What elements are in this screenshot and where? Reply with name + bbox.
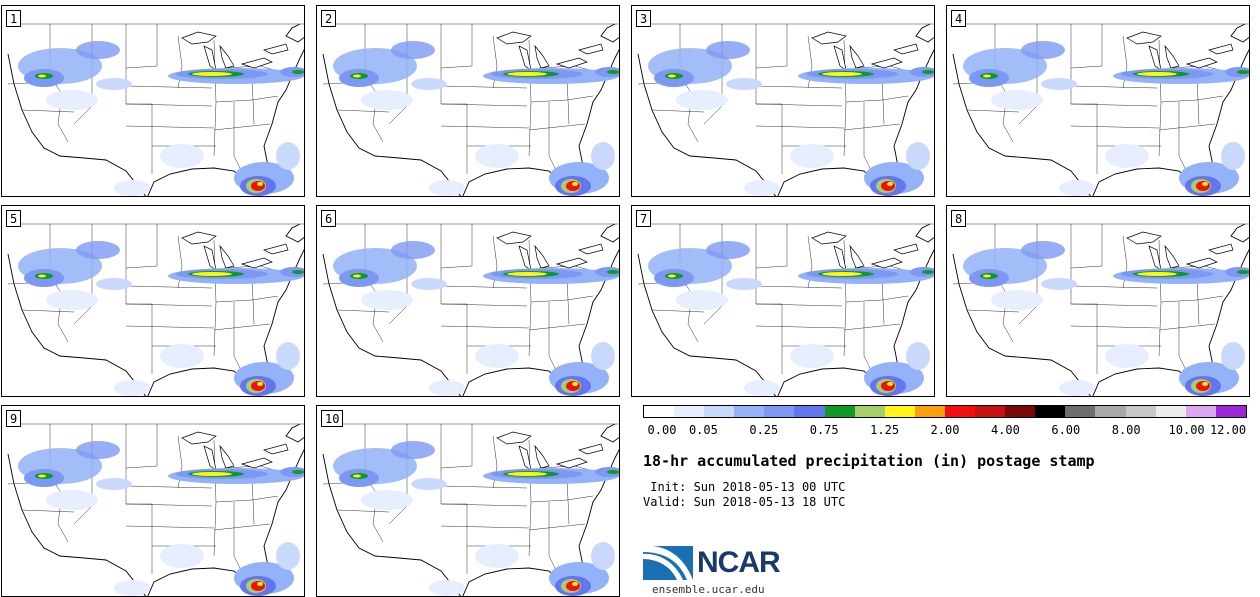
colorbar-tick-label: 0.75 — [809, 423, 839, 437]
colorbar-segment — [734, 406, 765, 417]
ensemble-member-map: 8 — [946, 205, 1250, 397]
colorbar-segment — [944, 406, 976, 417]
colorbar-tick-label: 4.00 — [990, 423, 1020, 437]
precipitation-colorbar — [643, 405, 1247, 418]
colorbar-segment — [1155, 406, 1186, 417]
ensemble-member-map: 10 — [316, 405, 620, 597]
member-number: 3 — [636, 10, 652, 27]
ensemble-member-map: 2 — [316, 5, 620, 197]
precip-map — [322, 23, 619, 196]
colorbar-segment — [1035, 406, 1066, 417]
colorbar-tick-label: 8.00 — [1111, 423, 1141, 437]
colorbar-segment — [1095, 406, 1126, 417]
colorbar-segment — [975, 406, 1006, 417]
ensemble-member-map: 9 — [1, 405, 305, 597]
colorbar-segment — [1125, 406, 1156, 417]
colorbar-segment — [914, 406, 945, 417]
colorbar-segment — [644, 406, 675, 417]
member-number: 8 — [951, 210, 967, 227]
init-time: Init: Sun 2018-05-13 00 UTC — [643, 480, 846, 494]
precip-map — [322, 223, 619, 396]
colorbar-segment — [884, 406, 915, 417]
member-number: 6 — [321, 210, 337, 227]
colorbar-segment — [1185, 406, 1216, 417]
member-number: 2 — [321, 10, 337, 27]
colorbar-tick-label: 0.00 — [647, 423, 677, 437]
ensemble-member-map: 7 — [631, 205, 935, 397]
colorbar-segment — [674, 406, 705, 417]
precip-map — [637, 223, 934, 396]
colorbar-tick-label: 0.05 — [688, 423, 718, 437]
colorbar-tick-label: 6.00 — [1051, 423, 1081, 437]
member-number: 4 — [951, 10, 967, 27]
colorbar-tick-label: 10.00 — [1168, 423, 1205, 437]
precip-map — [7, 23, 304, 196]
precip-map — [7, 223, 304, 396]
colorbar-tick-label: 1.25 — [870, 423, 900, 437]
colorbar-segment — [824, 406, 855, 417]
valid-time: Valid: Sun 2018-05-13 18 UTC — [643, 495, 846, 509]
precip-map — [7, 423, 304, 596]
ncar-logo-icon — [643, 545, 693, 580]
colorbar-segment — [854, 406, 885, 417]
ensemble-member-map: 5 — [1, 205, 305, 397]
colorbar-segment — [764, 406, 795, 417]
member-number: 10 — [321, 410, 344, 427]
precip-map — [637, 23, 934, 196]
figure-title: 18-hr accumulated precipitation (in) pos… — [643, 452, 1095, 470]
member-number: 9 — [6, 410, 22, 427]
colorbar-segment — [1215, 406, 1246, 417]
colorbar-segment — [1065, 406, 1096, 417]
colorbar-tick-label: 12.00 — [1209, 423, 1247, 437]
ensemble-member-map: 1 — [1, 5, 305, 197]
precip-map — [322, 423, 619, 596]
member-number: 5 — [6, 210, 22, 227]
member-number: 7 — [636, 210, 652, 227]
colorbar-tick-label: 2.00 — [930, 423, 960, 437]
colorbar-segment — [794, 406, 825, 417]
colorbar-segment — [1005, 406, 1036, 417]
member-number: 1 — [6, 10, 22, 27]
logo-text: NCAR — [697, 546, 781, 579]
ensemble-member-map: 4 — [946, 5, 1250, 197]
colorbar-segment — [704, 406, 735, 417]
precip-map — [952, 223, 1249, 396]
ensemble-member-map: 6 — [316, 205, 620, 397]
ensemble-member-map: 3 — [631, 5, 935, 197]
logo-url: ensemble.ucar.edu — [652, 583, 765, 596]
precip-map — [952, 23, 1249, 196]
colorbar-tick-label: 0.25 — [749, 423, 779, 437]
